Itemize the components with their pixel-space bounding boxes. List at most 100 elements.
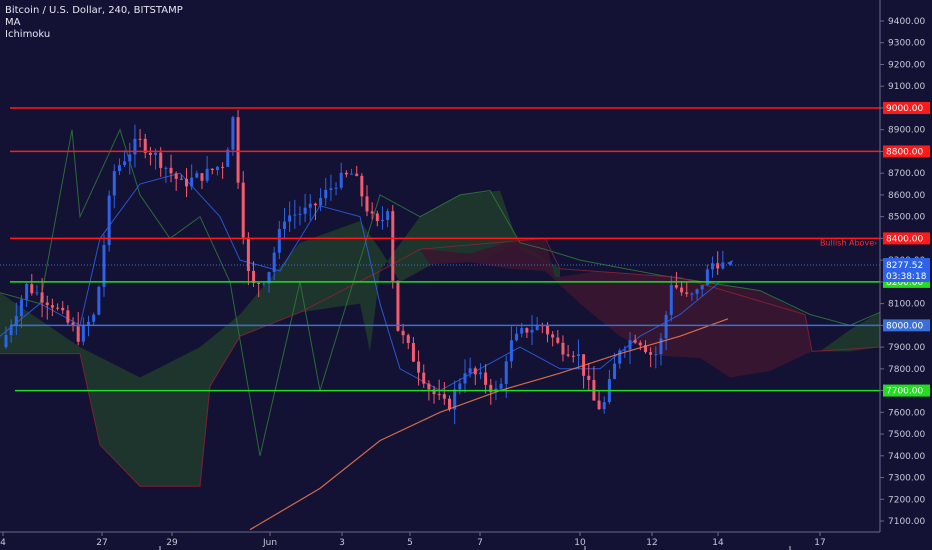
candle-body: [185, 178, 188, 187]
price-tick-label: 9100.00: [888, 82, 925, 92]
price-tick-label: 7200.00: [888, 495, 925, 505]
candle-body: [210, 168, 214, 170]
candle-body: [200, 173, 204, 181]
candle-body: [334, 187, 338, 189]
candle-body: [246, 237, 250, 271]
candle-body: [375, 213, 379, 222]
indicator-ichimoku[interactable]: Ichimoku: [5, 29, 51, 40]
candle-body: [628, 340, 632, 350]
level-tag-label: 8400.00: [886, 234, 923, 244]
candle-body: [520, 328, 524, 334]
level-tag-7700: [883, 384, 930, 397]
indicator-ma[interactable]: MA: [5, 17, 21, 28]
countdown-label: 03:38:18: [886, 272, 927, 282]
ichimoku-cloud-future: [812, 312, 880, 352]
candle-body: [618, 350, 622, 364]
candle-body: [643, 345, 647, 353]
candle-body: [35, 292, 39, 294]
candle-body: [422, 372, 426, 384]
candle-body: [138, 138, 142, 140]
candle-body: [623, 349, 627, 351]
candle-body: [257, 282, 261, 284]
price-tick-label: 9300.00: [888, 39, 925, 49]
time-tick-label: 27: [96, 538, 107, 548]
level-tag-8000: [883, 319, 930, 332]
candle-body: [509, 340, 513, 362]
candle-body: [649, 352, 653, 355]
candle-body: [164, 167, 168, 169]
price-tick-label: 7900.00: [888, 343, 925, 353]
candle-body: [205, 168, 209, 181]
time-tick-label: 3: [339, 538, 345, 548]
candle-body: [221, 166, 225, 168]
candle-body: [489, 384, 493, 393]
candle-body: [386, 211, 390, 220]
candle-body: [705, 269, 709, 286]
price-tick-label: 7100.00: [888, 517, 925, 527]
level-tag-8800: [883, 145, 930, 158]
annotation-arrow-icon: ›: [874, 238, 877, 247]
candle-body: [154, 152, 158, 155]
candle-body: [685, 292, 689, 294]
time-tick-label: 29: [166, 538, 178, 548]
candle-body: [97, 286, 101, 315]
candle-body: [587, 375, 591, 380]
candle-body: [50, 305, 54, 308]
candle-body: [329, 188, 333, 190]
ichimoku-baseline: [0, 172, 721, 392]
candle-body: [473, 368, 477, 375]
price-tick-label: 8500.00: [888, 213, 925, 223]
candle-body: [190, 177, 194, 187]
candle-body: [437, 394, 441, 396]
candle-body: [241, 182, 245, 238]
candle-body: [525, 328, 529, 333]
candle-body: [19, 299, 23, 317]
candle-body: [76, 326, 80, 342]
candle-body: [391, 211, 395, 281]
candle-body: [695, 289, 699, 294]
candle-body: [711, 263, 715, 270]
price-tick-label: 8700.00: [888, 169, 925, 179]
candle-body: [350, 173, 354, 175]
candle-body: [61, 307, 65, 311]
candle-body: [143, 138, 147, 153]
candle-body: [406, 335, 410, 343]
candle-body: [504, 361, 508, 384]
price-tick-label: 7400.00: [888, 452, 925, 462]
candle-body: [355, 173, 359, 176]
candle-body: [458, 383, 462, 390]
price-tick-label: 8100.00: [888, 300, 925, 310]
price-tick-label: 7600.00: [888, 408, 925, 418]
candle-body: [159, 152, 163, 168]
candle-body: [303, 207, 307, 214]
candle-body: [721, 262, 725, 269]
candle-body: [551, 334, 555, 338]
candle-body: [308, 203, 312, 208]
candle-body: [288, 215, 292, 222]
candle-body: [690, 293, 694, 295]
candle-body: [365, 196, 369, 212]
candle-body: [515, 333, 519, 341]
time-tick-label: 7: [477, 538, 483, 548]
candle-body: [453, 389, 457, 410]
price-tick-label: 7500.00: [888, 430, 925, 440]
candle-body: [277, 228, 281, 253]
current-price-pointer-icon: [727, 260, 733, 267]
candle-body: [112, 171, 116, 196]
ichimoku-cloud-bull: [0, 190, 560, 487]
candle-body: [215, 166, 219, 170]
candle-body: [282, 221, 286, 229]
time-tick-label: 4: [0, 538, 6, 548]
candle-body: [169, 167, 173, 174]
candle-body: [102, 244, 106, 287]
candle-body: [680, 287, 684, 293]
chart-legend: Bitcoin / U.S. Dollar, 240, BITSTAMP MA …: [5, 5, 183, 41]
candle-body: [448, 398, 452, 410]
symbol-title[interactable]: Bitcoin / U.S. Dollar, 240, BITSTAMP: [5, 5, 183, 16]
bullish-above-annotation: Bullish Above: [820, 238, 874, 247]
candle-body: [530, 329, 534, 333]
time-tick-label: 5: [407, 538, 413, 548]
candle-body: [179, 178, 183, 180]
candle-body: [401, 330, 405, 336]
